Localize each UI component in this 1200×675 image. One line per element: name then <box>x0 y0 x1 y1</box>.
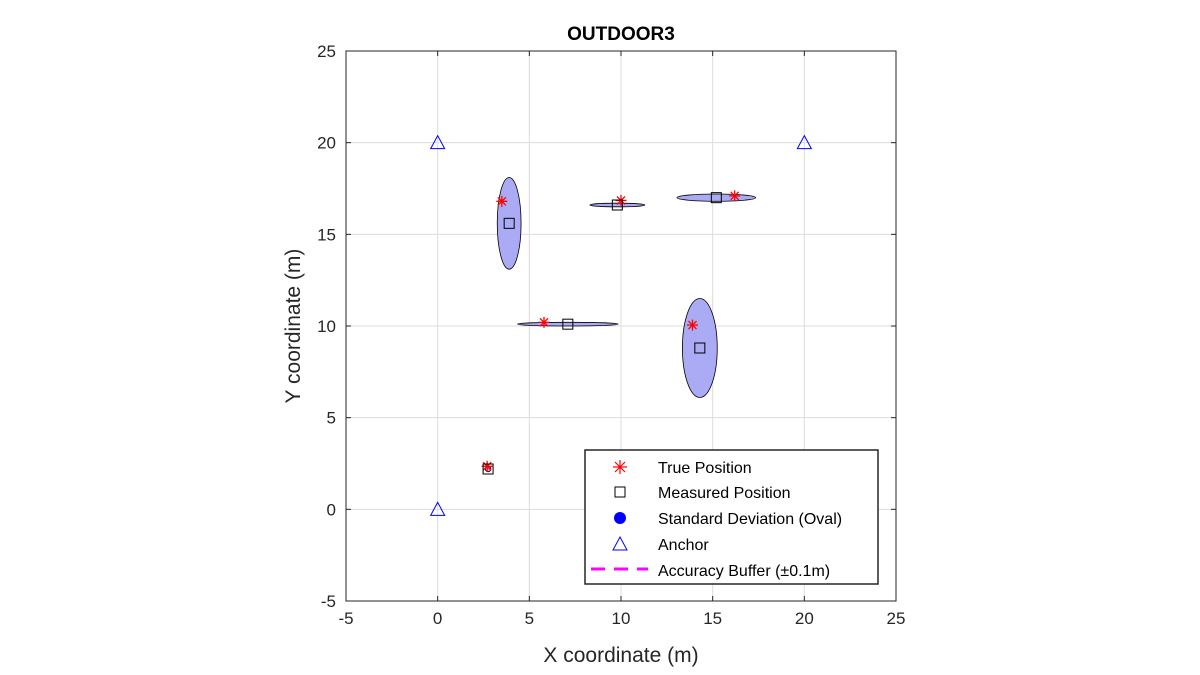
std-oval <box>517 321 619 327</box>
true-position-marker <box>687 319 698 331</box>
y-tick-label: 5 <box>327 409 336 428</box>
measured-position-marker <box>710 192 722 204</box>
x-tick-label: 25 <box>887 609 906 628</box>
anchor-marker <box>796 134 813 150</box>
asterisk-stroke <box>730 191 740 201</box>
x-tick-label: 15 <box>703 609 722 628</box>
x-tick-label: 10 <box>612 609 631 628</box>
legend-label-accuracy-buffer: Accuracy Buffer (±0.1m) <box>658 563 830 580</box>
asterisk-stroke <box>497 196 507 206</box>
y-axis-label: Y coordinate (m) <box>282 249 305 404</box>
legend-label-anchor: Anchor <box>658 537 709 554</box>
anchor-marker <box>429 501 446 516</box>
measured-position-marker <box>694 342 706 354</box>
std-oval <box>676 193 757 202</box>
x-axis-label: X coordinate (m) <box>543 644 698 667</box>
markers <box>481 190 741 475</box>
true-position-marker <box>496 195 508 207</box>
legend-box <box>584 449 879 585</box>
chart-title: OUTDOOR3 <box>567 24 675 45</box>
x-tick-label: -5 <box>338 609 353 628</box>
measured-position-marker <box>482 463 494 475</box>
legend-label-true-position: True Position <box>658 460 752 477</box>
measured-position-marker <box>611 199 623 211</box>
y-tick-label: 25 <box>317 42 336 61</box>
measured-position-marker <box>562 318 574 330</box>
x-tick-label: 0 <box>433 609 442 628</box>
std-oval <box>682 298 718 398</box>
legend-symbol-anchor <box>612 535 628 551</box>
anchor-marker <box>429 134 446 150</box>
axis-ticks: -5 0 5 10 15 20 25 -5 0 5 10 15 20 25 <box>317 42 905 628</box>
legend-label-measured-position: Measured Position <box>658 485 791 502</box>
true-position-marker <box>538 316 550 328</box>
x-tick-label: 20 <box>795 609 814 628</box>
y-tick-label: 15 <box>317 225 336 244</box>
legend-label-std-oval: Standard Deviation (Oval) <box>658 511 842 528</box>
y-tick-label: 0 <box>327 500 336 519</box>
legend: True Position Measured Position Standard… <box>584 449 879 585</box>
x-tick-label: 5 <box>525 609 534 628</box>
true-position-marker <box>729 190 741 202</box>
legend-symbol-true-position <box>613 460 627 474</box>
anchors <box>429 134 813 516</box>
legend-symbol-std-oval <box>614 512 626 524</box>
asterisk-stroke <box>688 320 697 330</box>
y-tick-label: 10 <box>317 317 336 336</box>
std-oval <box>496 177 522 270</box>
y-tick-label: 20 <box>317 134 336 153</box>
y-tick-label: -5 <box>321 592 336 611</box>
measured-position-marker <box>503 217 515 229</box>
asterisk-stroke <box>539 317 549 327</box>
legend-symbol-measured-position <box>614 486 626 498</box>
